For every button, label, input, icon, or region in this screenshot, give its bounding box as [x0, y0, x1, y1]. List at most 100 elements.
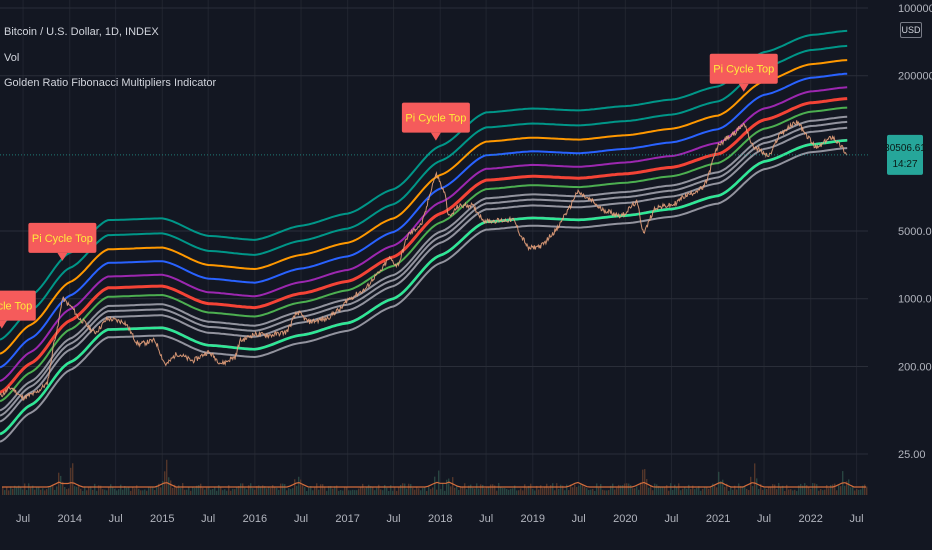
volume-bar	[690, 489, 692, 495]
x-tick-label: 2020	[613, 513, 637, 525]
volume-bar	[110, 484, 112, 495]
volume-bar	[322, 484, 324, 495]
volume-bar	[474, 488, 476, 495]
volume-bar	[152, 486, 154, 495]
volume-bar	[238, 485, 240, 495]
volume-bar	[102, 489, 104, 495]
volume-bar	[282, 483, 284, 495]
volume-bar	[154, 490, 156, 495]
volume-bar	[284, 484, 286, 495]
volume-bar	[410, 484, 412, 495]
volume-bar	[224, 489, 226, 495]
volume-bar	[782, 485, 784, 495]
volume-bar	[300, 479, 302, 495]
volume-bar	[146, 490, 148, 495]
volume-bar	[196, 485, 198, 495]
x-tick-label: Jul	[294, 513, 308, 525]
currency-button[interactable]: USD	[900, 22, 922, 38]
volume-bar	[194, 487, 196, 495]
volume-bar	[680, 490, 682, 495]
volume-bar	[168, 477, 170, 495]
volume-bar	[522, 490, 524, 495]
band-line-5	[0, 59, 848, 355]
volume-bar	[428, 486, 430, 495]
volume-bar	[330, 485, 332, 495]
volume-bar	[502, 487, 504, 495]
volume-bar	[524, 484, 526, 495]
volume-bar	[542, 488, 544, 495]
volume-bar	[608, 490, 610, 495]
volume-bar	[442, 483, 444, 495]
volume-bar	[720, 481, 722, 495]
volume-bar	[556, 483, 558, 495]
callout-box	[0, 290, 36, 321]
callout-pointer	[430, 132, 441, 141]
volume-bar	[772, 484, 774, 495]
symbol-legend[interactable]: Bitcoin / U.S. Dollar, 1D, INDEX	[4, 26, 159, 38]
volume-bar	[560, 484, 562, 495]
volume-bar	[600, 484, 602, 495]
volume-bar	[806, 485, 808, 495]
volume-bar	[318, 489, 320, 495]
volume-bar	[550, 485, 552, 495]
volume-bar	[22, 489, 24, 495]
volume-bar	[760, 483, 762, 495]
volume-bar	[740, 485, 742, 495]
volume-bar	[96, 490, 98, 495]
price-tag-box	[887, 134, 923, 175]
volume-bar	[440, 489, 442, 495]
volume-bar	[478, 488, 480, 495]
volume-bar	[738, 483, 740, 495]
x-tick-label: 2021	[706, 513, 730, 525]
volume-bar	[754, 463, 756, 495]
volume-bar	[862, 485, 864, 495]
volume-bar	[736, 489, 738, 495]
volume-bar	[138, 488, 140, 495]
volume-bar	[274, 486, 276, 495]
volume-bar	[184, 489, 186, 495]
volume-bar	[672, 490, 674, 495]
volume-bar	[308, 487, 310, 495]
callout-pointer	[738, 83, 749, 92]
volume-bar	[338, 490, 340, 495]
y-axis: 1000000.00 200000.00 5000.00 1000.00 200.00 2…	[869, 0, 932, 550]
volume-bar	[546, 483, 548, 495]
volume-bar	[742, 486, 744, 495]
volume-bar	[316, 483, 318, 495]
volume-bar	[484, 488, 486, 495]
x-tick-label: 2016	[243, 513, 267, 525]
volume-bar	[216, 490, 218, 495]
volume-bar	[700, 490, 702, 495]
volume-bar	[496, 490, 498, 495]
price-line	[0, 120, 868, 401]
volume-bar	[254, 489, 256, 495]
volume-bar	[838, 485, 840, 495]
volume-bar	[788, 489, 790, 495]
volume-bar	[108, 486, 110, 495]
volume-bar	[804, 483, 806, 495]
volume-bar	[150, 486, 152, 495]
volume-bar	[60, 475, 62, 495]
volume-legend[interactable]: Vol	[4, 52, 20, 64]
volume-bar	[508, 489, 510, 495]
volume-bar	[614, 489, 616, 495]
volume-bar	[74, 486, 76, 495]
volume-bar	[278, 489, 280, 495]
indicator-legend[interactable]: Golden Ratio Fibonacci Multipliers Indic…	[4, 77, 217, 89]
volume-bar	[632, 488, 634, 495]
volume-bar	[140, 490, 142, 495]
x-tick-label: Jul	[201, 513, 215, 525]
pi-cycle-callout: Pi Cycle Top	[709, 53, 778, 92]
volume-bar	[48, 487, 50, 495]
volume-bar	[770, 486, 772, 495]
current-price-tag: 30506.61 14:27	[884, 134, 926, 175]
volume-bar	[98, 485, 100, 495]
volume-bar	[536, 485, 538, 495]
volume-bar	[360, 487, 362, 495]
volume-bar	[130, 490, 132, 495]
volume-bar	[32, 485, 34, 495]
y-tick-label: 200.00	[898, 361, 932, 373]
volume-bar	[432, 487, 434, 495]
volume-bar	[706, 487, 708, 495]
